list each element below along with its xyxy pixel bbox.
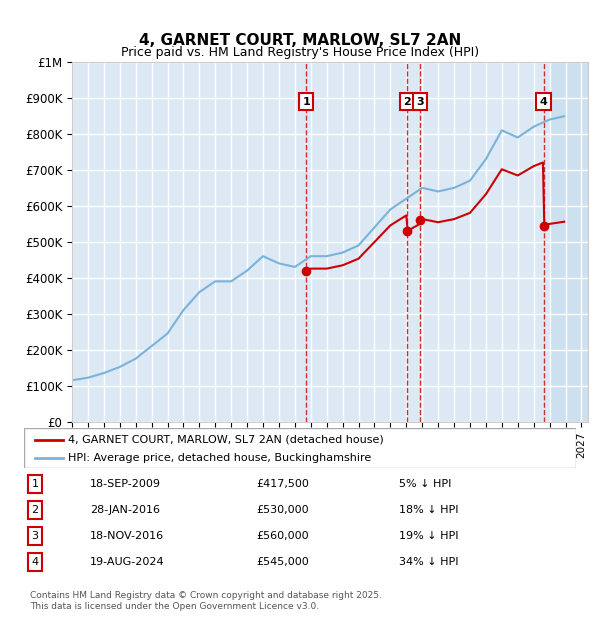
FancyBboxPatch shape [24,428,576,468]
Text: 3: 3 [416,97,424,107]
Text: 19% ↓ HPI: 19% ↓ HPI [400,531,459,541]
Text: 28-JAN-2016: 28-JAN-2016 [90,505,160,515]
Text: 4, GARNET COURT, MARLOW, SL7 2AN (detached house): 4, GARNET COURT, MARLOW, SL7 2AN (detach… [68,435,384,445]
Text: £545,000: £545,000 [256,557,308,567]
Text: 1: 1 [32,479,38,489]
Text: 18% ↓ HPI: 18% ↓ HPI [400,505,459,515]
Text: 4: 4 [540,97,548,107]
Text: 2: 2 [404,97,412,107]
Text: 2: 2 [31,505,38,515]
Text: 4: 4 [31,557,38,567]
Text: Contains HM Land Registry data © Crown copyright and database right 2025.
This d: Contains HM Land Registry data © Crown c… [30,591,382,611]
Text: 5% ↓ HPI: 5% ↓ HPI [400,479,452,489]
Text: 18-SEP-2009: 18-SEP-2009 [90,479,161,489]
Text: HPI: Average price, detached house, Buckinghamshire: HPI: Average price, detached house, Buck… [68,453,371,463]
Text: £560,000: £560,000 [256,531,308,541]
Text: Price paid vs. HM Land Registry's House Price Index (HPI): Price paid vs. HM Land Registry's House … [121,46,479,59]
Text: £530,000: £530,000 [256,505,308,515]
Text: £417,500: £417,500 [256,479,309,489]
Text: 18-NOV-2016: 18-NOV-2016 [90,531,164,541]
Text: 19-AUG-2024: 19-AUG-2024 [90,557,165,567]
Text: 3: 3 [32,531,38,541]
Bar [550,62,588,422]
Text: 34% ↓ HPI: 34% ↓ HPI [400,557,459,567]
Text: 4, GARNET COURT, MARLOW, SL7 2AN: 4, GARNET COURT, MARLOW, SL7 2AN [139,33,461,48]
Text: 1: 1 [302,97,310,107]
